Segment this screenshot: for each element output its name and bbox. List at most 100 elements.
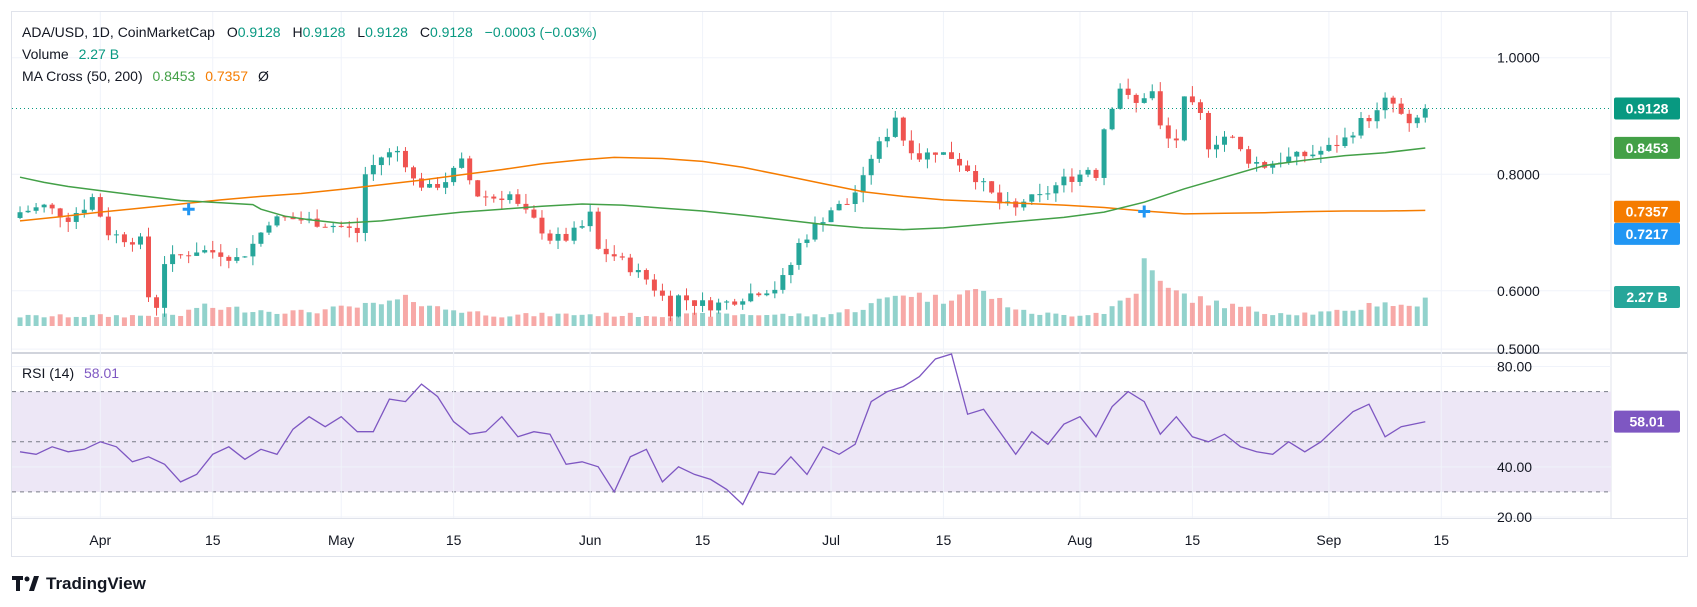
volume-bar	[1278, 313, 1284, 326]
volume-bar	[1286, 314, 1292, 326]
volume-bar	[940, 303, 946, 326]
tradingview-logo[interactable]: TradingView	[12, 574, 146, 594]
volume-bar	[467, 311, 473, 326]
candle-body	[989, 181, 995, 193]
ma50-badge: 0.8453	[1614, 136, 1680, 159]
candle-body	[1197, 102, 1203, 113]
candle-body	[571, 227, 577, 241]
volume-bar	[1061, 314, 1067, 326]
volume-bar	[876, 298, 882, 326]
candle-body	[378, 157, 384, 166]
candle-body	[1310, 154, 1316, 157]
volume-bar	[515, 314, 521, 326]
legend-rsi-label: RSI (14)	[22, 365, 74, 381]
legend-volume: Volume 2.27 B	[22, 46, 119, 62]
candle-body	[121, 234, 127, 243]
candle-body	[868, 158, 874, 176]
volume-bar	[25, 314, 31, 326]
candle-body	[1085, 169, 1091, 175]
volume-bar	[475, 311, 481, 326]
ma-cross-marker	[182, 203, 195, 216]
time-tick-label: 15	[1434, 532, 1450, 548]
volume-bar	[1222, 308, 1227, 326]
legend-open-value: 0.9128	[238, 24, 281, 40]
candle-body	[17, 212, 23, 218]
candle-body	[876, 141, 882, 159]
candle-body	[1093, 169, 1099, 178]
candle-body	[105, 216, 111, 236]
candle-body	[892, 117, 898, 137]
volume-bar	[555, 313, 561, 326]
candle-body	[1189, 96, 1195, 103]
volume-bar	[651, 316, 657, 326]
volume-bar	[258, 310, 264, 326]
volume-bar	[692, 312, 698, 326]
volume-bar	[1350, 310, 1356, 326]
candle-body	[194, 252, 200, 256]
ma50-badge-bg	[1614, 136, 1680, 159]
volume-bar	[1398, 304, 1404, 326]
volume-bar	[1037, 314, 1043, 326]
candle-body	[684, 295, 689, 301]
candle-body	[908, 140, 914, 154]
volume-bar	[330, 306, 336, 326]
volume-bar	[1141, 258, 1147, 326]
candle-body	[900, 117, 906, 141]
rsi-line-group	[19, 353, 1426, 506]
volume-bar	[1077, 315, 1083, 326]
candle-body	[1342, 137, 1348, 147]
candle-body	[716, 302, 722, 311]
candle-body	[828, 210, 834, 223]
time-tick-label: Jun	[579, 532, 602, 548]
candle-body	[394, 150, 400, 153]
legend-ma: MA Cross (50, 200) 0.8453 0.7357 Ø	[22, 68, 269, 84]
candle-body	[226, 256, 232, 261]
candle-body	[491, 196, 497, 199]
candle-body	[314, 218, 320, 227]
candle-body	[619, 256, 625, 258]
volume-bar	[1254, 311, 1260, 326]
candle-body	[1069, 176, 1075, 182]
volume-bar	[868, 303, 874, 326]
candle-body	[1141, 98, 1147, 103]
candle-body	[467, 158, 473, 181]
candle-body	[1302, 151, 1308, 157]
volume-bar	[611, 316, 617, 326]
candles	[17, 78, 1428, 322]
candle-body	[1238, 136, 1244, 150]
volume-bar	[989, 298, 995, 326]
volume-bar	[1029, 313, 1035, 326]
candle-body	[708, 300, 714, 311]
volume-bar	[322, 309, 328, 326]
price-badges: 0.9128 0.8453 0.7357 0.7217 2.27 B 58.01	[1614, 97, 1680, 433]
rsi-badge-bg	[1614, 410, 1680, 433]
candle-body	[732, 301, 738, 305]
volume-bar	[73, 316, 79, 326]
legend-ma-label: MA Cross (50, 200)	[22, 68, 143, 84]
volume-bar	[1374, 306, 1380, 326]
price-tick-label: 0.6000	[1497, 283, 1540, 299]
candle-body	[844, 203, 850, 205]
volume-bar	[965, 290, 971, 326]
candle-body	[973, 171, 979, 183]
time-tick-label: Sep	[1316, 532, 1341, 548]
candle-body	[411, 167, 416, 179]
candle-body	[1254, 162, 1260, 164]
volume-bar	[394, 299, 400, 326]
candle-body	[89, 197, 95, 210]
volume-bar	[1366, 302, 1372, 326]
legend-change: −0.0003 (−0.03%)	[485, 24, 597, 40]
candle-body	[595, 211, 601, 249]
legend-high-label: H	[292, 24, 302, 40]
candle-body	[202, 250, 208, 253]
volume-bar	[643, 315, 649, 326]
volume-bar	[17, 317, 23, 326]
candle-body	[274, 216, 280, 226]
volume-bar	[435, 306, 441, 326]
volume-bar	[234, 306, 240, 326]
candle-body	[1294, 151, 1300, 157]
volume-bar	[162, 313, 168, 326]
volume-bar	[1109, 306, 1115, 326]
ma50-line	[19, 147, 1426, 231]
price-tick-label: 0.5000	[1497, 341, 1540, 357]
